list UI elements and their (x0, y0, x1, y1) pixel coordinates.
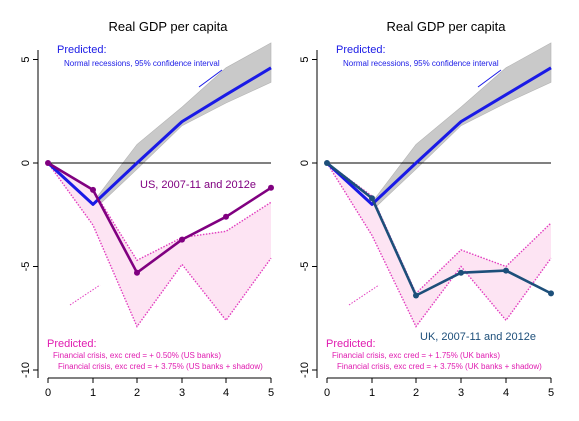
panel-2-y-tick-label: -10 (299, 362, 311, 378)
panel-2-y-tick-label: -5 (299, 262, 311, 272)
panel-2-actual-point (324, 160, 330, 166)
panel-2-crisis-band (327, 163, 551, 327)
panel-2-y-tick-label: 0 (299, 160, 311, 166)
panel-1-x-tick-label: 2 (134, 387, 140, 399)
panel-1-x-tick-label: 3 (179, 387, 185, 399)
panel-2-actual-point (503, 267, 509, 274)
panel-2-x-tick-label: 1 (369, 387, 375, 399)
panel-1-x-tick-label: 5 (268, 387, 274, 399)
panel-1-actual-point (45, 160, 51, 166)
panel-2-actual-point (458, 269, 464, 276)
panel-1-predicted-title: Predicted: (57, 44, 107, 56)
panel-1-x-tick-label: 4 (223, 387, 229, 399)
panel-1-crisis-line-2: Financial crisis, exc cred = + 3.75% (US… (58, 362, 263, 371)
panel-2-actual-point (548, 290, 554, 297)
panel-1-actual-point (179, 236, 185, 243)
panel-2-predicted-pointer (477, 69, 502, 88)
panel-2-normal-confidence-band (326, 42, 552, 212)
panel-2-crisis-line-1: Financial crisis, exc cred = + 1.75% (UK… (332, 351, 500, 360)
panel-2-series-label: UK, 2007-11 and 2012e (420, 331, 536, 343)
panel-2-actual-series-line (326, 161, 552, 297)
panel-2-normal-recession-line (325, 66, 552, 206)
panel-1-predicted-pointer (198, 69, 223, 88)
panel-2-predicted-title: Predicted: (336, 44, 386, 56)
panel-2-x-tick-label: 3 (458, 387, 464, 399)
panel-2-predicted-subtitle: Normal recessions, 95% confidence interv… (343, 59, 499, 68)
panel-1-y-tick-label: -10 (20, 362, 32, 378)
panel-1-series-label: US, 2007-11 and 2012e (140, 179, 256, 191)
panel-2-y-tick-label: 5 (299, 56, 311, 62)
panel-2-actual-point (413, 292, 419, 299)
panel-1-title: Real GDP per capita (109, 19, 229, 34)
panel-1-crisis-line-1: Financial crisis, exc cred = + 0.50% (US… (53, 351, 221, 360)
panel-2-crisis-pointer (348, 284, 380, 306)
panel-1-crisis-pointer (69, 284, 101, 306)
panel-1-actual-point (134, 269, 140, 276)
panel-1-crisis-title: Predicted: (47, 338, 97, 350)
panel-2-crisis-title: Predicted: (326, 338, 376, 350)
panel-1-crisis-band (48, 163, 271, 327)
panel-1-normal-confidence-band (47, 42, 272, 212)
panel-1-actual-series-line (47, 161, 272, 275)
panel-2-actual-point (369, 195, 375, 202)
panel-2-x-tick-label: 0 (324, 387, 330, 399)
panel-1-actual-point (268, 184, 274, 191)
panel-1-predicted-subtitle: Normal recessions, 95% confidence interv… (64, 59, 220, 68)
panel-1-y-tick-label: 5 (20, 56, 32, 62)
panel-1-x-tick-label: 1 (90, 387, 96, 399)
panel-1-crisis-band-lower (47, 162, 272, 328)
panel-1-actual-point (223, 213, 229, 220)
panel-1-y-tick-label: -5 (20, 262, 32, 272)
panel-1-normal-recession-line (46, 66, 272, 206)
panel-1-actual-point (90, 186, 96, 193)
panel-1-y-tick-label: 0 (20, 160, 32, 166)
panel-2-title: Real GDP per capita (387, 19, 507, 34)
panel-1-x-tick-label: 0 (45, 387, 51, 399)
panel-2-x-tick-label: 4 (503, 387, 509, 399)
panel-2-x-tick-label: 2 (413, 387, 419, 399)
panel-2-x-tick-label: 5 (548, 387, 554, 399)
panel-2-crisis-line-2: Financial crisis, exc cred = + 3.75% (UK… (337, 362, 542, 371)
